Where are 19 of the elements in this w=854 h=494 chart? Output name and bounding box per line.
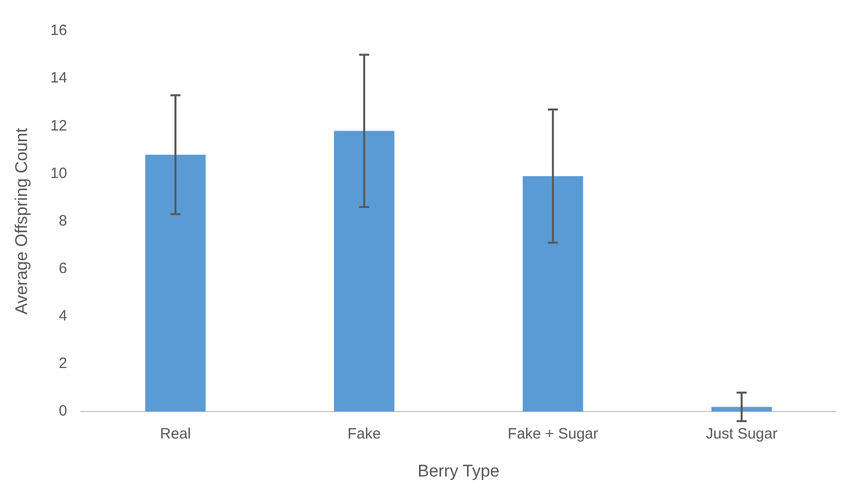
y-tick-label: 12 (50, 117, 68, 134)
y-axis-title: Average Offspring Count (12, 128, 31, 315)
bar (334, 130, 394, 412)
x-tick-label: Fake (348, 426, 381, 443)
bar (145, 154, 206, 412)
y-tick-label: 8 (58, 212, 68, 230)
y-tick-label: 10 (50, 164, 68, 182)
y-tick-label: 4 (58, 308, 68, 325)
x-tick-label: Real (160, 426, 191, 443)
bar (522, 176, 584, 412)
y-tick-label: 14 (50, 70, 68, 87)
y-tick-label: 16 (50, 22, 68, 40)
y-tick-label: 6 (58, 260, 68, 278)
bar (711, 406, 772, 412)
x-tick-label: Just Sugar (706, 426, 778, 443)
x-tick-label: Fake + Sugar (508, 426, 598, 443)
x-axis-title: Berry Type (418, 461, 500, 480)
y-tick-label: 0 (58, 402, 68, 420)
y-tick-label: 2 (58, 355, 68, 372)
